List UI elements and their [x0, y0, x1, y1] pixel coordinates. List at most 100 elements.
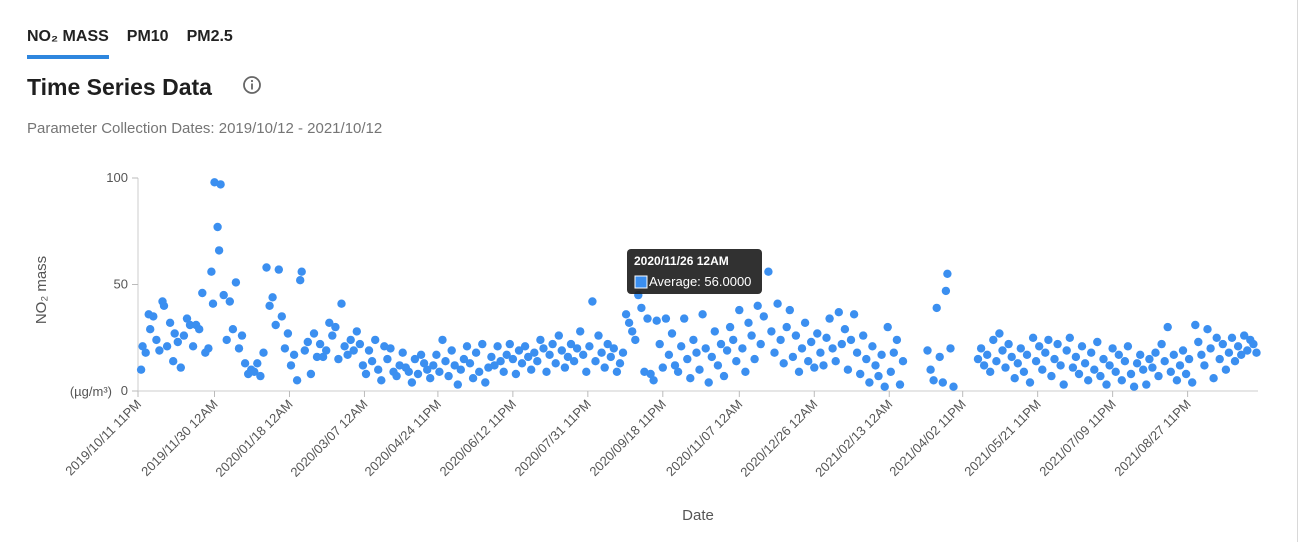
data-point[interactable] — [1016, 344, 1025, 353]
data-point[interactable] — [779, 359, 788, 368]
data-point[interactable] — [949, 382, 958, 391]
data-point[interactable] — [655, 339, 664, 349]
data-point[interactable] — [219, 290, 228, 300]
data-point[interactable] — [1129, 382, 1139, 391]
data-point[interactable] — [603, 339, 612, 349]
info-circle-icon[interactable] — [242, 75, 262, 95]
data-point[interactable] — [1062, 346, 1071, 355]
data-point[interactable] — [514, 346, 524, 355]
data-point[interactable] — [886, 367, 895, 376]
data-point[interactable] — [631, 335, 640, 345]
data-point[interactable] — [277, 312, 286, 321]
data-point[interactable] — [340, 342, 349, 351]
data-point[interactable] — [539, 344, 548, 353]
data-point[interactable] — [169, 357, 178, 366]
data-point[interactable] — [759, 312, 768, 321]
data-point[interactable] — [138, 342, 147, 351]
data-point[interactable] — [859, 331, 868, 340]
data-point[interactable] — [695, 365, 704, 374]
data-point[interactable] — [670, 361, 680, 370]
data-point[interactable] — [597, 348, 606, 357]
data-point[interactable] — [1154, 371, 1163, 381]
data-point[interactable] — [136, 365, 146, 374]
data-point[interactable] — [764, 267, 773, 276]
data-point[interactable] — [941, 286, 951, 296]
data-point[interactable] — [1139, 365, 1148, 374]
data-point[interactable] — [481, 378, 490, 387]
data-point[interactable] — [358, 361, 368, 370]
data-point[interactable] — [807, 337, 816, 347]
data-point[interactable] — [1240, 331, 1249, 340]
data-point[interactable] — [862, 354, 871, 364]
data-point[interactable] — [423, 365, 432, 374]
data-point[interactable] — [268, 293, 277, 302]
data-point[interactable] — [1123, 342, 1133, 351]
data-point[interactable] — [741, 367, 750, 376]
data-point[interactable] — [719, 371, 729, 381]
data-point[interactable] — [1178, 346, 1188, 355]
data-point[interactable] — [234, 344, 244, 353]
data-point[interactable] — [195, 325, 204, 334]
data-point[interactable] — [840, 325, 850, 334]
data-point[interactable] — [1059, 380, 1068, 389]
data-point[interactable] — [1044, 335, 1053, 345]
data-point[interactable] — [141, 348, 150, 357]
data-point[interactable] — [533, 357, 542, 366]
data-point[interactable] — [782, 322, 791, 332]
data-point[interactable] — [1227, 333, 1237, 342]
data-point[interactable] — [216, 180, 225, 189]
data-point[interactable] — [868, 342, 877, 351]
data-point[interactable] — [240, 359, 250, 368]
data-point[interactable] — [334, 354, 343, 364]
data-point[interactable] — [725, 322, 735, 332]
data-point[interactable] — [283, 329, 293, 338]
data-point[interactable] — [673, 367, 683, 376]
data-point[interactable] — [677, 342, 686, 351]
data-point[interactable] — [377, 376, 386, 385]
data-point[interactable] — [932, 303, 941, 313]
data-point[interactable] — [1224, 348, 1234, 357]
data-point[interactable] — [499, 367, 508, 376]
data-point[interactable] — [315, 339, 325, 349]
data-point[interactable] — [1175, 361, 1185, 370]
data-point[interactable] — [664, 350, 674, 359]
data-point[interactable] — [328, 331, 337, 340]
data-point[interactable] — [208, 299, 218, 308]
data-point[interactable] — [274, 265, 283, 274]
data-point[interactable] — [371, 335, 380, 345]
data-point[interactable] — [582, 367, 591, 376]
data-point[interactable] — [713, 361, 723, 370]
data-point[interactable] — [374, 365, 383, 374]
data-point[interactable] — [753, 301, 762, 310]
data-point[interactable] — [797, 344, 807, 353]
data-point[interactable] — [1074, 369, 1084, 379]
data-point[interactable] — [791, 331, 801, 340]
data-point[interactable] — [606, 352, 615, 362]
data-point[interactable] — [646, 369, 655, 379]
data-point[interactable] — [1028, 333, 1038, 342]
data-point[interactable] — [318, 352, 328, 362]
data-point[interactable] — [995, 329, 1004, 338]
data-point[interactable] — [704, 378, 713, 387]
data-point[interactable] — [222, 335, 231, 345]
data-point[interactable] — [361, 369, 371, 379]
data-point[interactable] — [346, 335, 355, 345]
data-point[interactable] — [729, 335, 738, 345]
data-point[interactable] — [297, 267, 306, 276]
data-point[interactable] — [1038, 365, 1047, 374]
data-point[interactable] — [1090, 365, 1099, 374]
data-point[interactable] — [804, 357, 813, 366]
data-point[interactable] — [1194, 337, 1203, 347]
data-point[interactable] — [530, 348, 539, 357]
data-point[interactable] — [716, 339, 726, 349]
data-point[interactable] — [173, 337, 182, 347]
data-point[interactable] — [545, 350, 554, 359]
data-point[interactable] — [444, 371, 453, 381]
data-point[interactable] — [225, 297, 234, 306]
data-point[interactable] — [600, 363, 609, 372]
data-point[interactable] — [1041, 348, 1050, 357]
data-point[interactable] — [548, 339, 557, 349]
data-point[interactable] — [490, 361, 499, 370]
data-point[interactable] — [410, 354, 420, 364]
data-point[interactable] — [367, 357, 377, 366]
